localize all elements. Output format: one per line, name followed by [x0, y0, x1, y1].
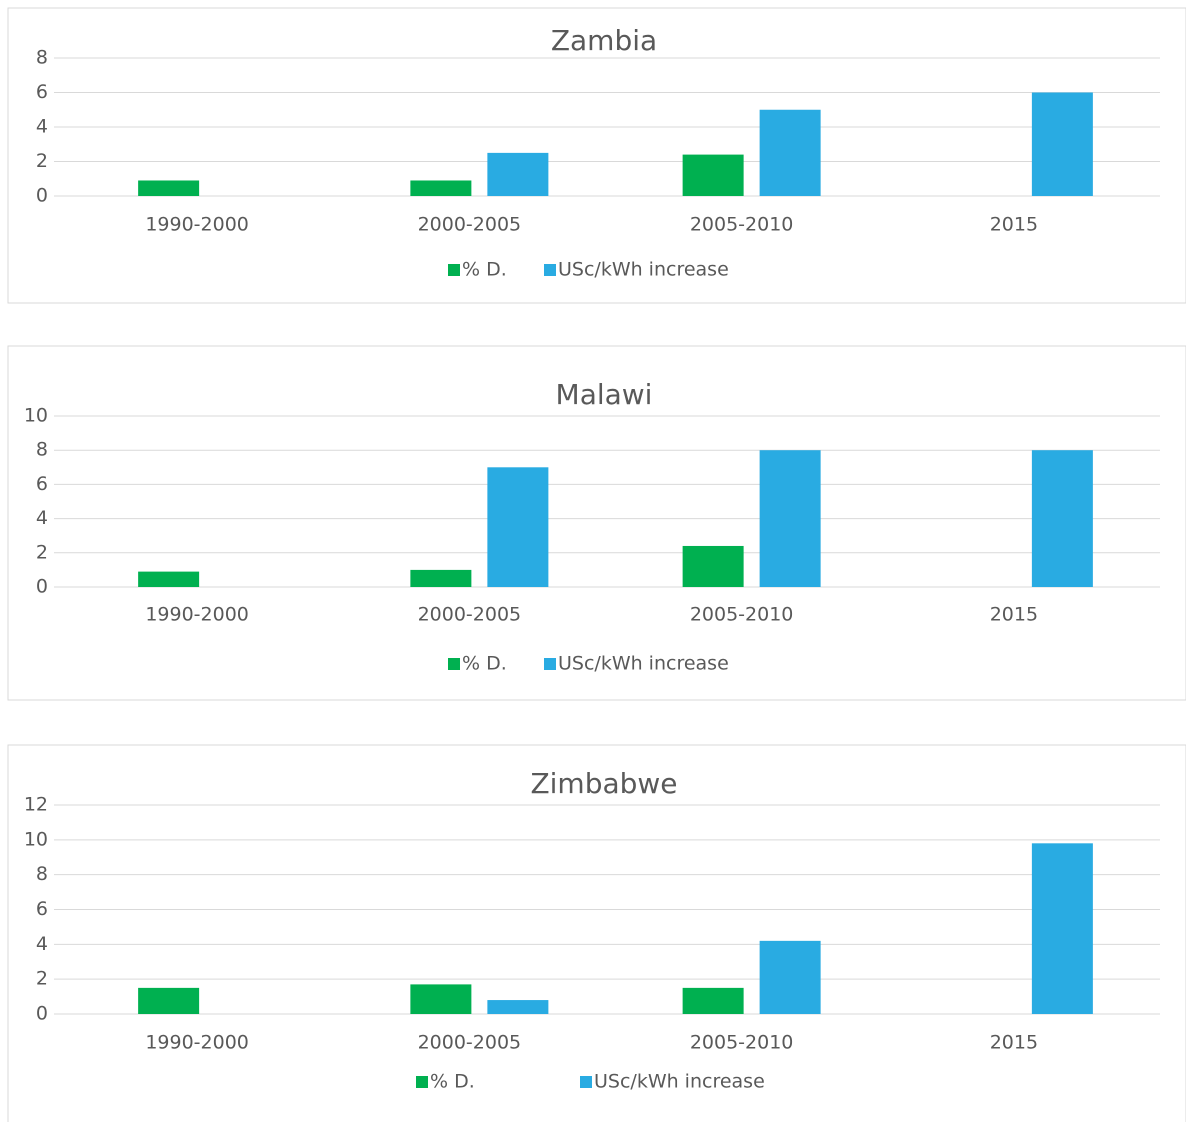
legend-swatch [544, 264, 556, 276]
x-tick-label: 2000-2005 [418, 214, 522, 236]
y-tick-label: 8 [36, 439, 48, 461]
bar [487, 467, 549, 587]
bar [487, 152, 549, 196]
legend-swatch [544, 658, 556, 670]
y-tick-label: 0 [36, 576, 48, 598]
y-tick-label: 6 [36, 473, 48, 495]
bar [1031, 843, 1093, 1014]
y-tick-label: 2 [36, 541, 48, 563]
y-tick-label: 8 [36, 863, 48, 885]
y-tick-label: 8 [36, 47, 48, 69]
chart-frame [7, 744, 1186, 1126]
y-tick-label: 4 [36, 116, 48, 138]
chart-title: Zambia [551, 24, 657, 57]
bar [682, 545, 744, 587]
legend-label: % D. [462, 653, 507, 675]
y-tick-label: 6 [36, 898, 48, 920]
x-tick-label: 2000-2005 [418, 604, 522, 626]
legend-label: USc/kWh increase [594, 1071, 765, 1093]
x-tick-label: 2015 [990, 1032, 1038, 1054]
x-tick-label: 1990-2000 [145, 214, 249, 236]
x-tick-label: 2015 [990, 604, 1038, 626]
x-tick-label: 1990-2000 [145, 1032, 249, 1054]
x-tick-label: 2015 [990, 214, 1038, 236]
bar [1031, 450, 1093, 587]
bar [759, 940, 821, 1014]
legend-swatch [580, 1076, 592, 1088]
bar [759, 450, 821, 587]
y-tick-label: 2 [36, 150, 48, 172]
bar [138, 987, 200, 1014]
y-tick-label: 0 [36, 1003, 48, 1025]
bar [138, 180, 200, 196]
chart-frame [7, 345, 1186, 701]
x-tick-label: 2000-2005 [418, 1032, 522, 1054]
y-tick-label: 6 [36, 81, 48, 103]
x-tick-label: 1990-2000 [145, 604, 249, 626]
chart-title: Zimbabwe [530, 767, 677, 800]
bar [410, 984, 472, 1014]
bar [138, 571, 200, 587]
y-tick-label: 0 [36, 185, 48, 207]
y-tick-label: 4 [36, 507, 48, 529]
bar [759, 109, 821, 196]
bar [410, 569, 472, 587]
legend-label: % D. [430, 1071, 475, 1093]
legend-swatch [416, 1076, 428, 1088]
y-tick-label: 12 [24, 794, 48, 816]
legend-swatch [448, 264, 460, 276]
y-tick-label: 2 [36, 968, 48, 990]
chart-title: Malawi [556, 378, 653, 411]
y-tick-label: 10 [24, 405, 48, 427]
bar [410, 180, 472, 196]
legend-label: USc/kWh increase [558, 259, 729, 281]
chart-frame [7, 7, 1186, 304]
bar [682, 154, 744, 196]
legend-label: % D. [462, 259, 507, 281]
y-tick-label: 4 [36, 933, 48, 955]
x-tick-label: 2005-2010 [690, 1032, 794, 1054]
legend-label: USc/kWh increase [558, 653, 729, 675]
bar [682, 987, 744, 1014]
x-tick-label: 2005-2010 [690, 604, 794, 626]
legend-swatch [448, 658, 460, 670]
y-tick-label: 10 [24, 828, 48, 850]
bar [1031, 92, 1093, 196]
bar [487, 1000, 549, 1014]
x-tick-label: 2005-2010 [690, 214, 794, 236]
